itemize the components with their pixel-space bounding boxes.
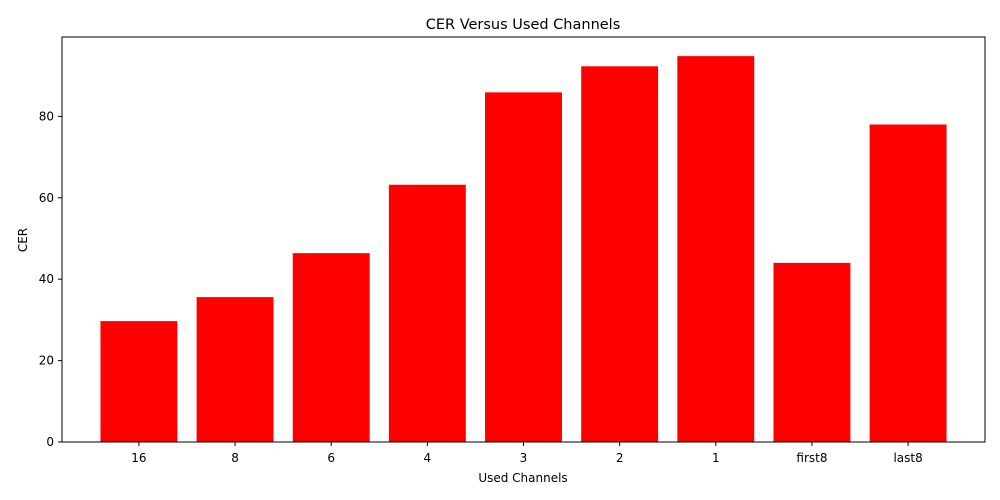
y-tick-label: 20: [39, 354, 54, 368]
x-tick-label: 2: [616, 451, 624, 465]
x-tick-label: last8: [893, 451, 922, 465]
y-tick-label: 80: [39, 109, 54, 123]
plot-frame: [61, 36, 986, 443]
y-tick-label: 0: [46, 435, 54, 449]
x-tick-label: 4: [424, 451, 432, 465]
bars-group: [100, 56, 947, 443]
bar-16: [100, 321, 178, 442]
bar-4: [388, 184, 466, 442]
x-tick-label: 6: [327, 451, 335, 465]
x-tick-label: 16: [131, 451, 146, 465]
bar-3: [485, 92, 562, 442]
x-axis-ticks: 16 8 6 4 3 2 1 first8 last8: [131, 442, 923, 465]
x-tick-label: 1: [712, 451, 720, 465]
bar-8: [196, 297, 274, 442]
bar-first8: [773, 262, 851, 442]
y-axis-ticks: 0 20 40 60 80: [39, 109, 62, 449]
bar-2: [581, 66, 659, 443]
x-tick-label: first8: [796, 451, 827, 465]
y-tick-label: 40: [39, 272, 54, 286]
bar-1: [677, 56, 755, 443]
y-axis-label: CER: [16, 228, 30, 252]
x-axis-label: Used Channels: [478, 471, 567, 485]
bar-last8: [869, 124, 947, 442]
bar-6: [292, 253, 370, 442]
x-tick-label: 3: [520, 451, 528, 465]
y-tick-label: 60: [39, 191, 54, 205]
x-tick-label: 8: [231, 451, 239, 465]
chart-title: CER Versus Used Channels: [426, 17, 621, 33]
